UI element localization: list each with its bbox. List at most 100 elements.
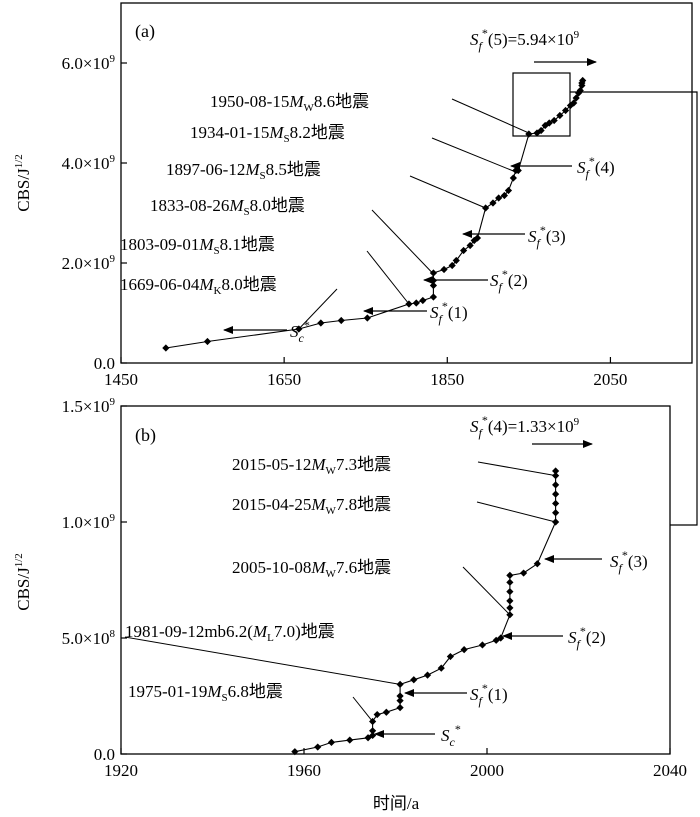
data-point (545, 119, 553, 127)
event-leader (409, 175, 486, 209)
event-label: 1803-09-01MS8.1地震 (120, 235, 275, 257)
data-point (520, 569, 528, 577)
event-leader (462, 566, 511, 616)
data-point (419, 296, 427, 305)
panel-a-label: (a) (135, 21, 155, 42)
event-label: 1897-06-12MS8.5地震 (166, 160, 321, 182)
data-point (295, 325, 303, 333)
threshold-marker-label: Sf*(3) (610, 548, 648, 575)
panel-b-label: (b) (135, 425, 156, 446)
data-point (203, 337, 212, 346)
data-point (552, 490, 560, 498)
x-tick-label: 2040 (653, 761, 687, 780)
data-point (396, 692, 404, 700)
data-point (369, 717, 377, 726)
data-point (448, 261, 456, 270)
data-point (552, 472, 560, 480)
event-leader (451, 98, 530, 134)
y-tick-label: 1.0×109 (62, 512, 116, 532)
data-point (478, 641, 487, 649)
data-point (575, 89, 583, 97)
data-point (317, 319, 325, 327)
data-point (460, 246, 468, 255)
data-point (556, 111, 564, 120)
data-point (364, 734, 372, 742)
data-point (327, 738, 336, 746)
y-tick-label: 4.0×109 (62, 153, 116, 173)
event-leader (431, 137, 516, 173)
data-point (552, 481, 560, 489)
data-point (509, 174, 517, 182)
data-point (506, 611, 514, 619)
event-leader (124, 636, 401, 685)
event-label: 1669-06-04MK8.0地震 (120, 275, 277, 297)
x-tick-label: 1850 (430, 370, 464, 389)
data-point (506, 588, 514, 596)
threshold-marker-label: Sf*(1) (430, 299, 468, 326)
data-point (552, 499, 560, 508)
y-tick-label: 1.5×109 (62, 396, 116, 416)
data-point (291, 748, 299, 756)
data-point (506, 578, 514, 586)
x-tick-label: 1960 (287, 761, 321, 780)
panel-a: (a) 1450 1650 1850 2050 0.0 2.0×109 4.0×109 6.0… (13, 2, 693, 389)
x-tick-label: 1450 (104, 370, 138, 389)
event-leader (371, 209, 434, 275)
data-point (537, 126, 545, 135)
threshold-marker-label: Sf*(5)=5.94×109 (470, 26, 580, 53)
data-point (552, 518, 560, 526)
data-point (495, 194, 503, 202)
data-point (466, 241, 474, 250)
data-point (506, 604, 514, 612)
threshold-marker-label: Sc* (441, 722, 461, 749)
data-point (429, 293, 438, 301)
data-point (514, 166, 522, 175)
data-point (500, 191, 508, 200)
event-label: 1950-08-15MW8.6地震 (210, 92, 369, 114)
y-tick-label: 0.0 (94, 354, 115, 373)
y-tick-label: 0.0 (94, 745, 115, 764)
event-leader (352, 696, 374, 722)
data-point (482, 204, 490, 212)
data-point (410, 676, 418, 684)
data-point (423, 671, 432, 679)
data-point (576, 86, 584, 95)
threshold-marker-label: Sf*(2) (568, 624, 606, 651)
x-tick-label: 1920 (104, 761, 138, 780)
zoom-box (512, 72, 571, 137)
data-point (460, 646, 468, 654)
data-point (162, 344, 170, 352)
threshold-marker-label: Sf*(4) (577, 154, 615, 181)
y-tick-label: 6.0×109 (62, 53, 116, 73)
data-point (473, 234, 482, 242)
panel-a-frame (120, 2, 693, 364)
event-label: 2015-05-12MW7.3地震 (232, 455, 391, 477)
event-label: 1833-08-26MS8.0地震 (150, 196, 305, 218)
data-point (489, 199, 497, 207)
data-point (314, 743, 322, 751)
data-point (552, 509, 560, 517)
event-label: 1975-01-19MS6.8地震 (128, 682, 283, 704)
event-leader (476, 501, 556, 523)
data-point (412, 299, 420, 307)
x-tick-label: 2050 (593, 370, 627, 389)
event-label: 2005-10-08MW7.6地震 (232, 558, 391, 580)
data-point (382, 708, 390, 716)
data-point (429, 269, 438, 277)
data-point (561, 106, 570, 115)
data-point (506, 571, 514, 579)
data-point (440, 265, 448, 274)
data-point (452, 256, 460, 265)
data-point (552, 467, 560, 475)
event-leader (366, 250, 410, 305)
event-label: 2015-04-25MW7.8地震 (232, 495, 391, 517)
threshold-marker-label: Sf*(3) (528, 223, 566, 250)
zoom-connector (570, 91, 698, 526)
panel-b-frame (120, 405, 671, 755)
data-point (396, 704, 404, 712)
threshold-marker-label: Sc* (290, 318, 310, 345)
panel-b-xlabel: 时间/a (373, 794, 420, 813)
data-point (396, 680, 404, 688)
data-point (506, 597, 514, 605)
threshold-marker-label: Sf*(1) (470, 681, 508, 708)
